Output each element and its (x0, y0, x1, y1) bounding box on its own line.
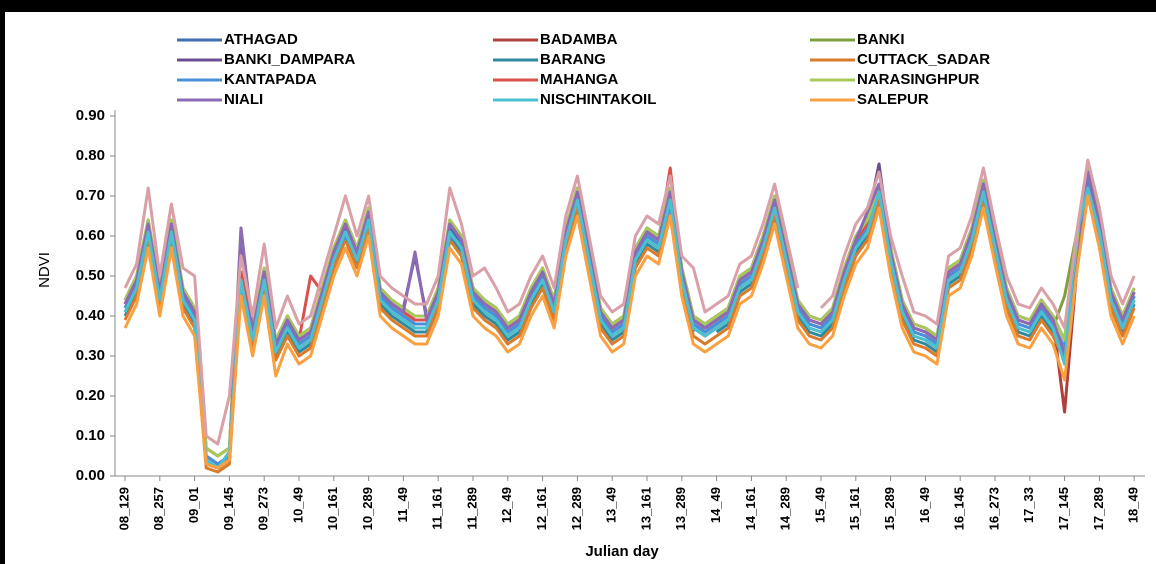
y-axis-title: NDVI (36, 252, 53, 288)
x-tick-label: 08_129 (116, 487, 131, 530)
y-tick-label: 0.10 (76, 427, 105, 444)
x-tick-label: 13_161 (638, 487, 653, 530)
legend-label: CUTTACK_SADAR (857, 51, 990, 68)
x-tick-label: 09_145 (221, 487, 236, 530)
x-tick-label: 10_289 (360, 487, 375, 530)
series-line (123, 186, 1136, 470)
series-line (123, 174, 1136, 466)
x-tick-label: 09_01 (186, 487, 201, 523)
x-tick-label: 16_49 (917, 487, 932, 523)
x-tick-label: 15_289 (882, 487, 897, 530)
legend-label: BADAMBA (540, 31, 618, 48)
x-tick-label: 08_257 (151, 487, 166, 530)
legend-label: KANTAPADA (224, 71, 317, 88)
y-tick-label: 0.00 (76, 467, 105, 484)
legend-label: BANKI_DAMPARA (224, 51, 356, 68)
legend-label: NARASINGHPUR (857, 71, 980, 88)
legend-label: NISCHINTAKOIL (540, 91, 656, 108)
x-tick-label: 12_49 (499, 487, 514, 523)
series-line (123, 158, 1136, 446)
y-tick-label: 0.30 (76, 347, 105, 364)
y-tick-label: 0.80 (76, 147, 105, 164)
frame-left (0, 0, 5, 564)
y-tick-label: 0.90 (76, 107, 105, 124)
x-tick-label: 14_161 (743, 487, 758, 530)
x-tick-label: 10_161 (325, 487, 340, 530)
y-tick-label: 0.20 (76, 387, 105, 404)
series-line (123, 186, 1136, 474)
x-tick-label: 16_273 (986, 487, 1001, 530)
y-tick-label: 0.60 (76, 227, 105, 244)
x-tick-label: 13_49 (604, 487, 619, 523)
frame-top (0, 0, 1156, 12)
x-tick-label: 12_289 (569, 487, 584, 530)
legend-label: ATHAGAD (224, 31, 298, 48)
x-tick-label: 16_145 (952, 487, 967, 530)
x-tick-label: 10_49 (290, 487, 305, 523)
legend-label: BANKI (857, 31, 905, 48)
x-tick-label: 17_33 (1021, 487, 1036, 523)
x-tick-label: 18_49 (1126, 487, 1141, 523)
legend-label: BARANG (540, 51, 606, 68)
y-tick-label: 0.70 (76, 187, 105, 204)
x-tick-label: 17_145 (1056, 487, 1071, 530)
y-tick-label: 0.40 (76, 307, 105, 324)
x-tick-label: 12_161 (534, 487, 549, 530)
x-tick-label: 14_49 (708, 487, 723, 523)
legend-label: SALEPUR (857, 91, 929, 108)
legend-label: NIALI (224, 91, 263, 108)
legend-label: MAHANGA (540, 71, 618, 88)
x-tick-label: 14_289 (778, 487, 793, 530)
x-tick-label: 15_49 (812, 487, 827, 523)
x-tick-label: 09_273 (256, 487, 271, 530)
y-tick-label: 0.50 (76, 267, 105, 284)
x-tick-label: 13_289 (673, 487, 688, 530)
series-line (123, 174, 1136, 466)
x-axis-title: Julian day (585, 543, 659, 560)
series-line (123, 194, 1136, 470)
x-tick-label: 15_161 (847, 487, 862, 530)
x-tick-label: 11_49 (395, 487, 410, 522)
x-tick-label: 17_289 (1091, 487, 1106, 530)
x-tick-label: 11_289 (464, 487, 479, 530)
x-tick-label: 11_161 (430, 487, 445, 530)
